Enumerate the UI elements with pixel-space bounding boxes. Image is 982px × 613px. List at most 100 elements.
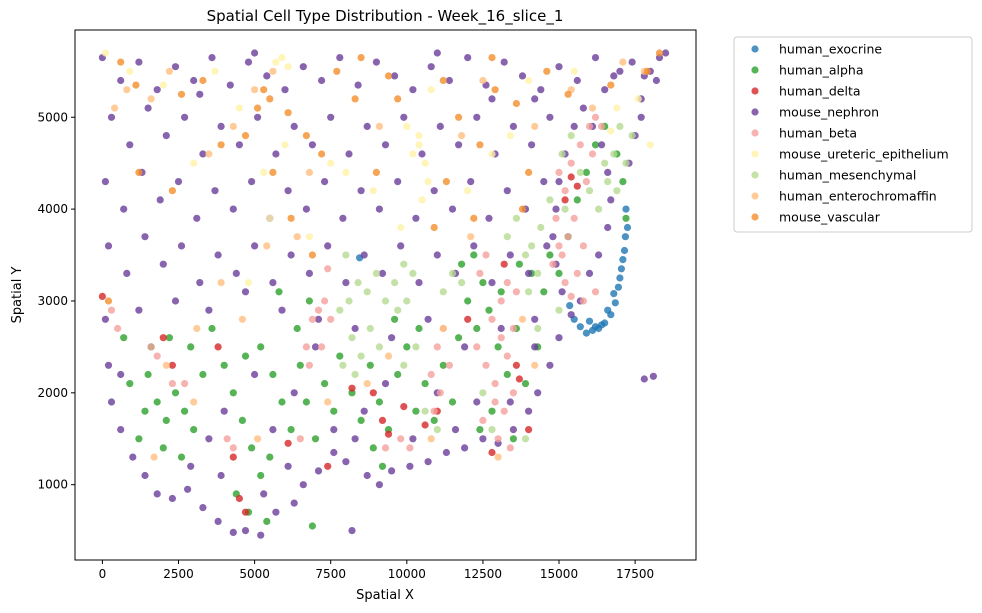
point-mouse-nephron	[196, 279, 204, 287]
point-human-alpha	[257, 471, 265, 480]
point-mouse-nephron	[229, 205, 237, 213]
point-mouse-vascular	[241, 132, 250, 140]
point-human-mesenchymal	[354, 279, 362, 287]
point-mouse-nephron	[662, 49, 670, 57]
point-mouse-vascular	[488, 54, 496, 62]
point-human-beta	[324, 265, 332, 273]
point-mouse-nephron	[451, 426, 460, 434]
point-human-alpha	[375, 398, 383, 406]
point-mouse-nephron	[348, 527, 356, 535]
point-mouse-nephron	[284, 462, 292, 470]
point-mouse-nephron	[497, 324, 505, 333]
point-human-beta	[549, 260, 557, 268]
point-mouse-nephron	[162, 132, 170, 140]
point-mouse-nephron	[528, 141, 536, 149]
point-mouse-vascular	[491, 86, 499, 94]
point-mouse-nephron	[235, 141, 243, 149]
point-human-mesenchymal	[555, 306, 563, 314]
point-mouse-nephron	[652, 76, 661, 85]
point-human-alpha	[269, 370, 277, 379]
point-human-beta	[305, 361, 313, 369]
point-mouse-nephron	[363, 122, 371, 130]
point-mouse-nephron	[248, 178, 256, 186]
point-human-alpha	[311, 435, 320, 443]
point-human-delta	[421, 421, 429, 429]
point-human-alpha	[473, 324, 481, 333]
point-mouse-nephron	[558, 288, 566, 296]
point-mouse-vascular	[394, 95, 402, 103]
point-human-enterochromaffin	[269, 67, 277, 75]
point-human-beta	[506, 444, 514, 452]
plot-frame	[74, 29, 697, 561]
point-mouse-nephron	[552, 205, 560, 213]
point-mouse-ureteric-epithelium	[397, 223, 405, 232]
point-mouse-nephron	[168, 494, 176, 503]
point-mouse-nephron	[324, 242, 332, 250]
point-mouse-nephron	[330, 426, 338, 434]
point-human-beta	[500, 407, 508, 415]
point-human-beta	[397, 435, 405, 443]
point-mouse-ureteric-epithelium	[634, 95, 642, 103]
point-mouse-nephron	[400, 113, 408, 121]
point-mouse-nephron	[467, 178, 475, 186]
point-mouse-ureteric-epithelium	[244, 279, 253, 287]
point-human-alpha	[153, 398, 161, 406]
point-mouse-nephron	[360, 407, 368, 415]
point-human-alpha	[135, 435, 143, 443]
point-mouse-nephron	[433, 49, 441, 57]
point-mouse-ureteric-epithelium	[284, 63, 292, 71]
point-human-beta	[573, 269, 581, 277]
point-human-alpha	[229, 389, 237, 397]
point-mouse-nephron	[388, 467, 396, 475]
point-mouse-nephron	[372, 58, 380, 66]
point-mouse-nephron	[278, 306, 286, 314]
point-mouse-nephron	[604, 223, 612, 232]
point-mouse-ureteric-epithelium	[409, 150, 417, 158]
point-human-mesenchymal	[366, 324, 374, 333]
point-mouse-nephron	[229, 528, 237, 537]
point-mouse-nephron	[269, 279, 277, 287]
point-mouse-vascular	[333, 67, 341, 75]
point-human-alpha	[479, 279, 487, 287]
point-mouse-nephron	[272, 150, 280, 158]
point-human-alpha	[165, 334, 173, 342]
point-human-delta	[500, 260, 508, 268]
point-mouse-vascular	[372, 168, 380, 176]
point-mouse-nephron	[156, 196, 164, 204]
point-mouse-nephron	[378, 269, 387, 277]
point-mouse-nephron	[488, 279, 496, 287]
point-human-mesenchymal	[391, 279, 399, 287]
point-mouse-nephron	[549, 233, 557, 241]
point-mouse-vascular	[287, 214, 295, 222]
point-human-beta	[482, 251, 490, 259]
point-mouse-nephron	[184, 485, 192, 493]
point-mouse-nephron	[607, 196, 615, 204]
point-human-mesenchymal	[610, 150, 618, 158]
point-mouse-nephron	[345, 150, 353, 158]
legend-frame	[733, 36, 973, 233]
point-human-enterochromaffin	[375, 122, 383, 130]
legend-marker-human-mesenchymal	[751, 171, 759, 179]
point-human-alpha	[403, 343, 411, 351]
point-human-mesenchymal	[403, 297, 411, 305]
point-human-mesenchymal	[558, 150, 566, 158]
point-human-alpha	[241, 352, 250, 360]
point-mouse-nephron	[299, 481, 307, 489]
point-mouse-nephron	[381, 141, 390, 149]
legend-marker-human-beta	[751, 129, 759, 137]
point-human-alpha	[336, 352, 344, 360]
y-tick-label: 4000	[37, 202, 68, 216]
point-mouse-ureteric-epithelium	[266, 214, 274, 222]
point-mouse-nephron	[555, 178, 563, 186]
point-human-mesenchymal	[595, 205, 603, 213]
point-human-enterochromaffin	[111, 104, 119, 112]
point-mouse-nephron	[540, 178, 548, 186]
point-human-alpha	[521, 380, 530, 388]
point-mouse-nephron	[616, 67, 624, 75]
point-mouse-ureteric-epithelium	[427, 86, 435, 94]
point-mouse-nephron	[117, 76, 125, 85]
point-human-beta	[491, 398, 499, 406]
point-mouse-nephron	[214, 517, 222, 526]
point-mouse-nephron	[196, 90, 204, 98]
point-mouse-nephron	[120, 205, 128, 213]
